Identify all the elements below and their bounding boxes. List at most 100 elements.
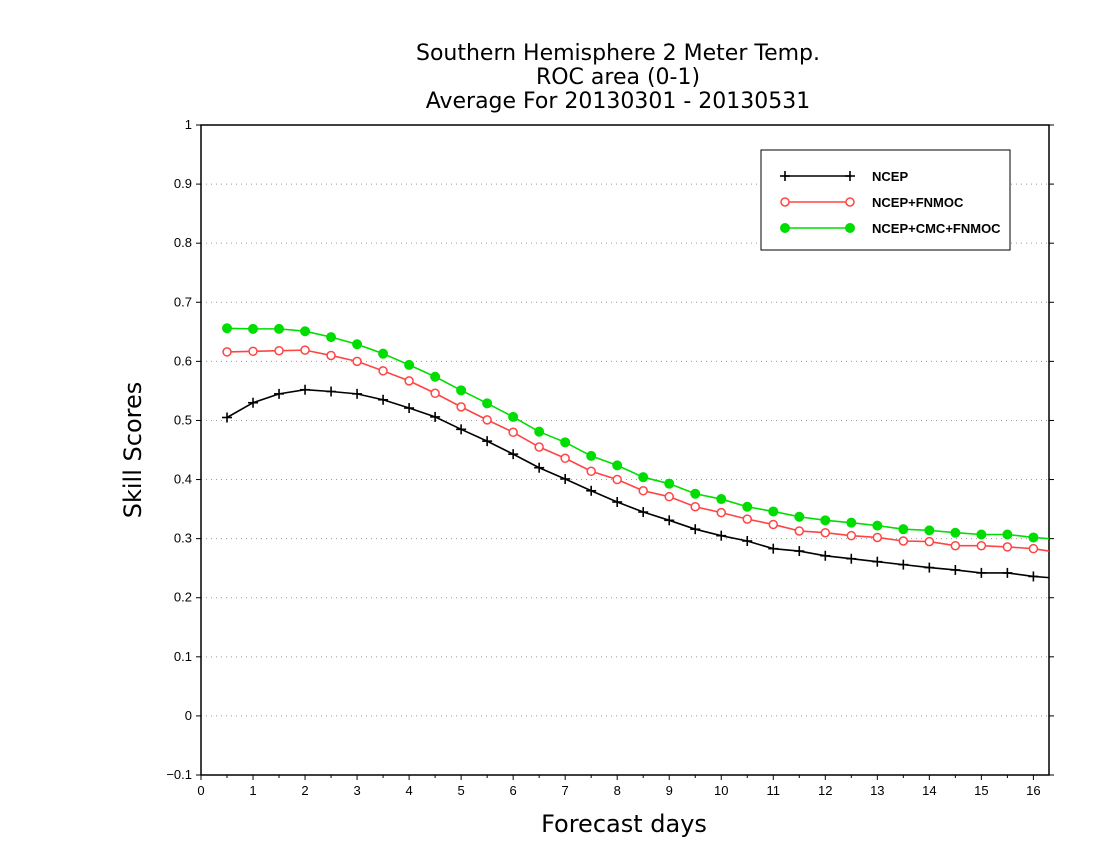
x-tick-label: 10	[714, 783, 728, 798]
data-point	[976, 567, 987, 578]
title-line-2: ROC area (0-1)	[536, 65, 700, 90]
data-point	[612, 474, 622, 485]
data-point	[482, 436, 493, 447]
data-point	[612, 497, 623, 507]
data-point	[404, 359, 415, 370]
data-point	[326, 332, 337, 343]
data-point	[690, 488, 701, 499]
data-point	[950, 564, 961, 575]
series-line	[226, 349, 1050, 552]
y-tick-label: 0.1	[174, 649, 192, 664]
data-point	[846, 530, 857, 541]
data-point	[742, 501, 753, 512]
data-point	[300, 326, 311, 337]
data-point	[898, 524, 909, 535]
y-tick-label: −0.1	[166, 767, 192, 782]
data-point	[456, 385, 467, 396]
data-point	[508, 449, 519, 460]
legend-marker-left	[780, 197, 790, 207]
x-tick-label: 9	[666, 783, 673, 798]
data-point	[664, 478, 675, 489]
data-point	[846, 553, 857, 564]
data-point	[378, 348, 389, 359]
data-point	[586, 450, 597, 461]
data-point	[248, 397, 259, 408]
data-point	[872, 532, 883, 543]
data-point	[612, 460, 623, 471]
data-point	[768, 543, 779, 554]
series-line	[226, 388, 1050, 579]
data-point	[872, 520, 883, 531]
data-point	[794, 526, 805, 536]
y-tick-label: 0.5	[174, 412, 192, 427]
x-tick-label: 6	[510, 783, 517, 798]
data-point	[378, 366, 388, 376]
data-point	[924, 536, 935, 547]
data-point	[638, 507, 649, 518]
x-tick-label: 7	[562, 783, 569, 798]
x-tick-label: 1	[249, 783, 256, 798]
x-tick-label: 16	[1026, 783, 1040, 798]
data-point	[456, 402, 466, 412]
grid	[201, 183, 1049, 717]
data-point	[924, 562, 935, 573]
y-tick-label: 0	[185, 708, 192, 723]
x-tick-label: 4	[405, 783, 412, 798]
data-point	[976, 529, 987, 540]
data-point	[482, 398, 493, 409]
data-point	[1028, 571, 1039, 582]
data-point	[534, 426, 545, 437]
data-point	[768, 519, 779, 530]
legend-entry: NCEP+FNMOC	[780, 195, 964, 210]
data-point	[300, 384, 311, 395]
data-point	[794, 546, 805, 557]
data-point	[898, 559, 909, 570]
data-point	[274, 345, 284, 356]
plot-frame	[200, 124, 1050, 776]
data-point	[664, 515, 675, 526]
data-point	[716, 494, 727, 505]
x-axis-label: Forecast days	[541, 810, 707, 838]
y-tick-label: 0.7	[174, 294, 192, 309]
title-line-3: Average For 20130301 - 20130531	[426, 89, 811, 114]
data-point	[716, 507, 726, 518]
data-point	[690, 501, 700, 512]
data-point	[950, 527, 961, 538]
data-point	[508, 411, 519, 422]
data-point	[898, 536, 909, 546]
legend-label: NCEP+CMC+FNMOC	[872, 221, 1001, 236]
data-point	[430, 388, 440, 399]
y-axis-label: Skill Scores	[119, 382, 147, 519]
x-tick-label: 12	[818, 783, 832, 798]
y-tick-label: 0.8	[174, 235, 192, 250]
data-point	[560, 437, 571, 448]
data-point	[820, 515, 831, 526]
data-point	[846, 517, 857, 528]
x-tick-label: 5	[458, 783, 465, 798]
data-point	[248, 346, 258, 357]
y-tick-label: 0.9	[174, 176, 192, 191]
data-point	[352, 388, 363, 399]
x-tick-label: 13	[870, 783, 884, 798]
series-ncep-cmc-fnmoc	[222, 323, 1050, 543]
data-point	[1028, 532, 1039, 543]
data-point	[1028, 543, 1039, 554]
data-point	[482, 415, 492, 425]
data-point	[664, 491, 674, 502]
data-point	[534, 442, 544, 452]
data-point	[1002, 542, 1013, 552]
data-point	[950, 540, 961, 551]
legend: NCEP NCEP+FNMOC NCEP+CMC+FNMOC	[760, 149, 1011, 251]
series-ncep	[222, 384, 1050, 582]
y-tick-label: 0.6	[174, 353, 192, 368]
x-tick-label: 8	[614, 783, 621, 798]
data-point	[404, 403, 415, 414]
data-point	[586, 485, 597, 496]
data-point	[456, 424, 467, 435]
legend-marker-right	[845, 223, 855, 233]
legend-entry: NCEP+CMC+FNMOC	[780, 221, 1001, 236]
data-point	[222, 323, 233, 334]
legend-label: NCEP	[872, 169, 908, 184]
series-layer	[222, 323, 1050, 582]
x-tick-label: 2	[301, 783, 308, 798]
